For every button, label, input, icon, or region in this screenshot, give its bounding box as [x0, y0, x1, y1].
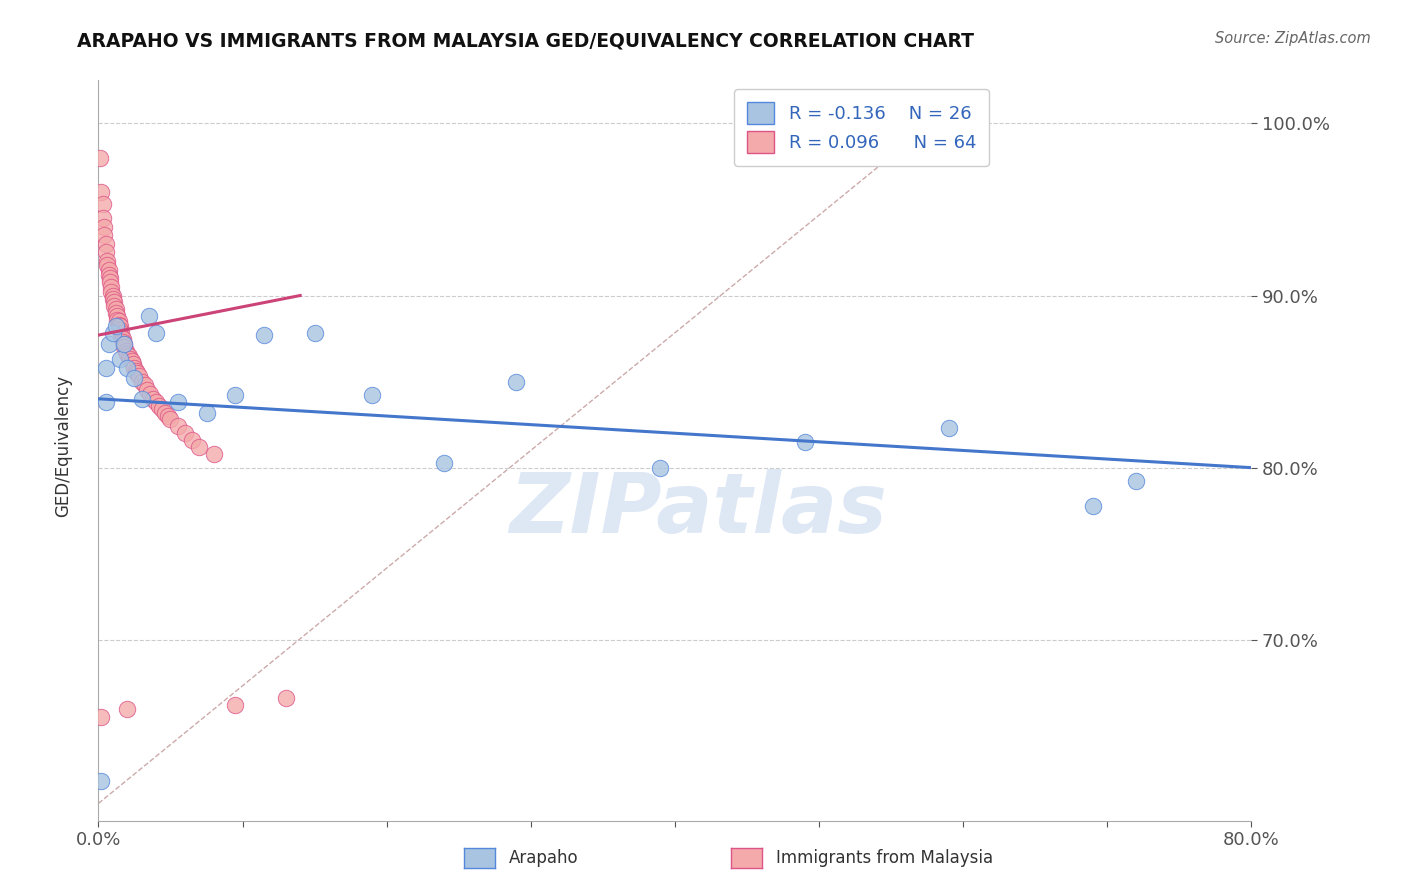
Point	[101, 288, 124, 302]
Point	[202, 447, 225, 461]
Point	[103, 295, 125, 310]
Point	[117, 347, 139, 361]
Point	[111, 332, 134, 346]
Point	[94, 236, 117, 251]
Point	[253, 328, 276, 343]
Point	[96, 254, 118, 268]
Point	[117, 360, 139, 375]
Point	[107, 314, 129, 328]
Point	[224, 388, 246, 402]
Point	[304, 326, 326, 341]
Point	[103, 299, 125, 313]
Point	[142, 392, 165, 406]
Point	[100, 280, 122, 294]
Point	[118, 349, 141, 363]
Point	[125, 364, 148, 378]
Point	[174, 426, 197, 441]
Text: Immigrants from Malaysia: Immigrants from Malaysia	[776, 849, 993, 867]
Point	[110, 330, 132, 344]
Point	[433, 456, 456, 470]
Point	[153, 406, 176, 420]
Point	[101, 326, 124, 341]
Point	[107, 318, 129, 332]
Point	[97, 268, 120, 282]
Point	[136, 383, 159, 397]
Point	[124, 360, 146, 375]
Point	[159, 412, 181, 426]
Point	[274, 691, 297, 706]
Point	[112, 336, 135, 351]
Point	[94, 360, 117, 375]
Point	[139, 386, 162, 401]
Point	[105, 309, 128, 323]
Text: ARAPAHO VS IMMIGRANTS FROM MALAYSIA GED/EQUIVALENCY CORRELATION CHART: ARAPAHO VS IMMIGRANTS FROM MALAYSIA GED/…	[77, 31, 974, 50]
Point	[124, 371, 146, 385]
Point	[101, 292, 124, 306]
Point	[195, 406, 218, 420]
Point	[145, 395, 167, 409]
Point	[98, 275, 121, 289]
Point	[112, 340, 135, 354]
Point	[505, 375, 527, 389]
Point	[117, 702, 139, 716]
Point	[224, 698, 246, 713]
Point	[105, 312, 128, 326]
Point	[108, 323, 131, 337]
Point	[91, 197, 114, 211]
Point	[111, 334, 134, 349]
Point	[90, 710, 112, 724]
Point	[96, 258, 118, 272]
Point	[127, 366, 149, 380]
Point	[138, 309, 160, 323]
Point	[650, 460, 672, 475]
Legend: R = -0.136    N = 26, R = 0.096      N = 64: R = -0.136 N = 26, R = 0.096 N = 64	[734, 89, 988, 166]
Point	[91, 211, 114, 225]
Point	[131, 375, 153, 389]
Point	[1125, 475, 1147, 489]
Point	[112, 336, 135, 351]
Point	[104, 302, 127, 317]
Point	[94, 245, 117, 260]
Point	[156, 409, 179, 423]
Point	[793, 434, 815, 449]
Point	[93, 228, 115, 243]
Point	[108, 319, 131, 334]
Point	[145, 326, 167, 341]
Point	[131, 392, 153, 406]
Point	[150, 402, 173, 417]
Point	[100, 285, 122, 299]
Point	[90, 185, 112, 199]
Point	[188, 440, 211, 454]
Text: Source: ZipAtlas.com: Source: ZipAtlas.com	[1215, 31, 1371, 46]
Point	[97, 262, 120, 277]
Point	[1081, 499, 1104, 513]
Point	[181, 433, 204, 447]
Point	[120, 352, 142, 367]
Point	[104, 306, 127, 320]
Point	[94, 395, 117, 409]
Text: ZIPatlas: ZIPatlas	[509, 469, 887, 550]
Point	[121, 354, 143, 368]
Point	[134, 378, 156, 392]
Point	[97, 336, 120, 351]
Point	[166, 395, 188, 409]
Point	[90, 774, 112, 789]
Point	[166, 419, 188, 434]
Point	[110, 326, 132, 341]
Point	[122, 357, 145, 371]
Point	[93, 219, 115, 234]
Point	[128, 369, 150, 384]
Point	[361, 388, 384, 402]
Point	[108, 352, 131, 367]
Point	[98, 271, 121, 285]
Point	[938, 421, 960, 435]
Point	[104, 319, 127, 334]
Text: GED/Equivalency: GED/Equivalency	[55, 375, 72, 517]
Point	[148, 399, 170, 413]
Point	[114, 343, 136, 358]
Text: Arapaho: Arapaho	[509, 849, 579, 867]
Point	[89, 151, 111, 165]
